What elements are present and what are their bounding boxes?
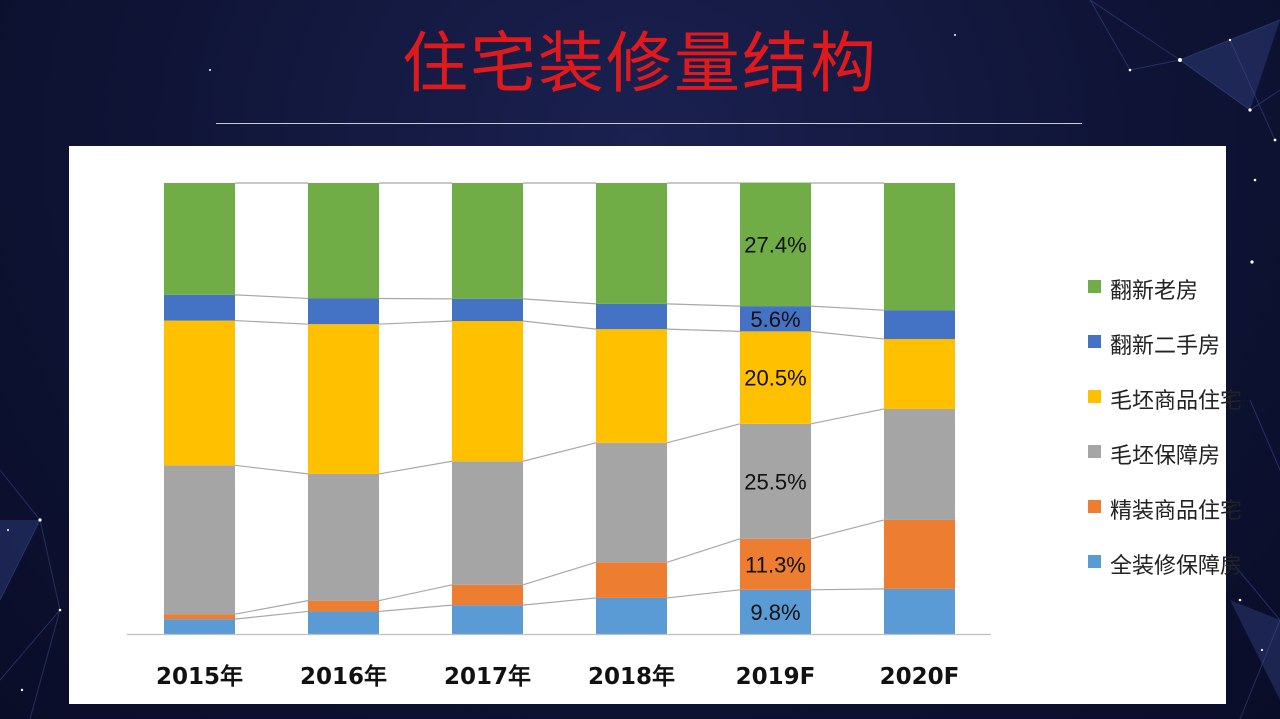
data-label: 5.6% [750, 307, 800, 332]
bar-segment [308, 183, 379, 299]
series-line [666, 423, 741, 444]
legend-swatch [1088, 500, 1101, 513]
series-line [522, 442, 597, 462]
series-line [666, 589, 741, 599]
legend-label: 翻新二手房 [1110, 334, 1221, 359]
series-line [666, 538, 741, 563]
bar-segment [164, 465, 235, 615]
series-line [378, 320, 453, 325]
x-tick-label: 2016年 [300, 663, 387, 690]
series-line [378, 460, 453, 475]
data-label: 11.3% [745, 552, 806, 577]
series-line [666, 328, 741, 332]
bar-segment [884, 183, 955, 311]
series-line [378, 584, 453, 602]
bar-segment [740, 306, 811, 332]
bar-segment [452, 183, 523, 299]
series-line [666, 303, 741, 307]
series-line [810, 588, 885, 591]
bar-segment [740, 423, 811, 539]
series-line [234, 610, 309, 620]
series-line [810, 330, 885, 340]
bar-segment [452, 584, 523, 606]
bar-segment [884, 408, 955, 520]
bar-segment [596, 442, 667, 563]
series-line [810, 519, 885, 540]
bar-segment [884, 588, 955, 634]
data-label: 25.5% [744, 469, 806, 494]
bar-segment [452, 461, 523, 585]
series-line [522, 597, 597, 606]
series-line [810, 305, 885, 311]
bar-segment [740, 589, 811, 634]
x-tick-label: 2018年 [588, 663, 675, 690]
bar-segment [596, 303, 667, 330]
bar-segment [452, 298, 523, 322]
bar-segment [596, 597, 667, 634]
data-label: 27.4% [744, 232, 806, 257]
bar-segment [308, 600, 379, 612]
bar-segment [884, 310, 955, 340]
legend-swatch [1088, 390, 1101, 403]
x-tick-label: 2015年 [156, 663, 243, 690]
series-lines [234, 182, 885, 620]
x-tick-label: 2017年 [444, 663, 531, 690]
legend-label: 翻新老房 [1110, 279, 1199, 304]
bar-segment [164, 294, 235, 321]
bar-segment [740, 182, 811, 307]
series-line [234, 294, 309, 300]
bar-segment [164, 183, 235, 295]
series-line [522, 320, 597, 330]
bars-group [164, 182, 955, 634]
bar-segment [164, 614, 235, 620]
chart-panel: 2015年 2016年 2017年 2018年 2019F 2020F 9.8% 11.3% 2… [69, 146, 1242, 704]
legend-label: 精装商品住宅 [1110, 499, 1243, 524]
series-line [234, 464, 309, 475]
series-line [810, 408, 885, 425]
bar-segment [308, 324, 379, 474]
legend-swatch [1088, 280, 1101, 293]
legend-swatch [1088, 445, 1101, 458]
bar-segment [740, 538, 811, 590]
bar-segment [164, 320, 235, 466]
title-divider [216, 123, 1082, 124]
bar-segment [308, 611, 379, 634]
legend-swatch [1088, 335, 1101, 348]
bar-segment [452, 605, 523, 634]
bar-segment [884, 519, 955, 589]
series-line [522, 561, 597, 586]
series-line [522, 298, 597, 305]
legend-swatch [1088, 555, 1101, 568]
stacked-bar-chart: 2015年 2016年 2017年 2018年 2019F 2020F 9.8% 11.3% 2… [127, 182, 991, 690]
legend-label: 全装修保障房 [1110, 554, 1243, 579]
bar-segment [308, 473, 379, 601]
bar-segment [164, 619, 235, 634]
page-title: 住宅装修量结构 [402, 25, 878, 102]
bar-segment [884, 339, 955, 409]
bar-segment [596, 183, 667, 304]
data-label: 9.8% [750, 600, 800, 625]
bar-segment [596, 329, 667, 443]
bar-segment [596, 562, 667, 598]
x-tick-label: 2019F [736, 664, 816, 690]
bar-segment [452, 321, 523, 462]
series-line [234, 600, 309, 615]
data-label: 20.5% [744, 366, 806, 391]
legend-label: 毛坯商品住宅 [1110, 389, 1243, 414]
legend-label: 毛坯保障房 [1110, 444, 1221, 469]
series-line [234, 319, 309, 325]
x-tick-label: 2020F [880, 664, 960, 690]
series-line [378, 604, 453, 613]
bar-segment [308, 298, 379, 325]
bar-segment [740, 331, 811, 424]
